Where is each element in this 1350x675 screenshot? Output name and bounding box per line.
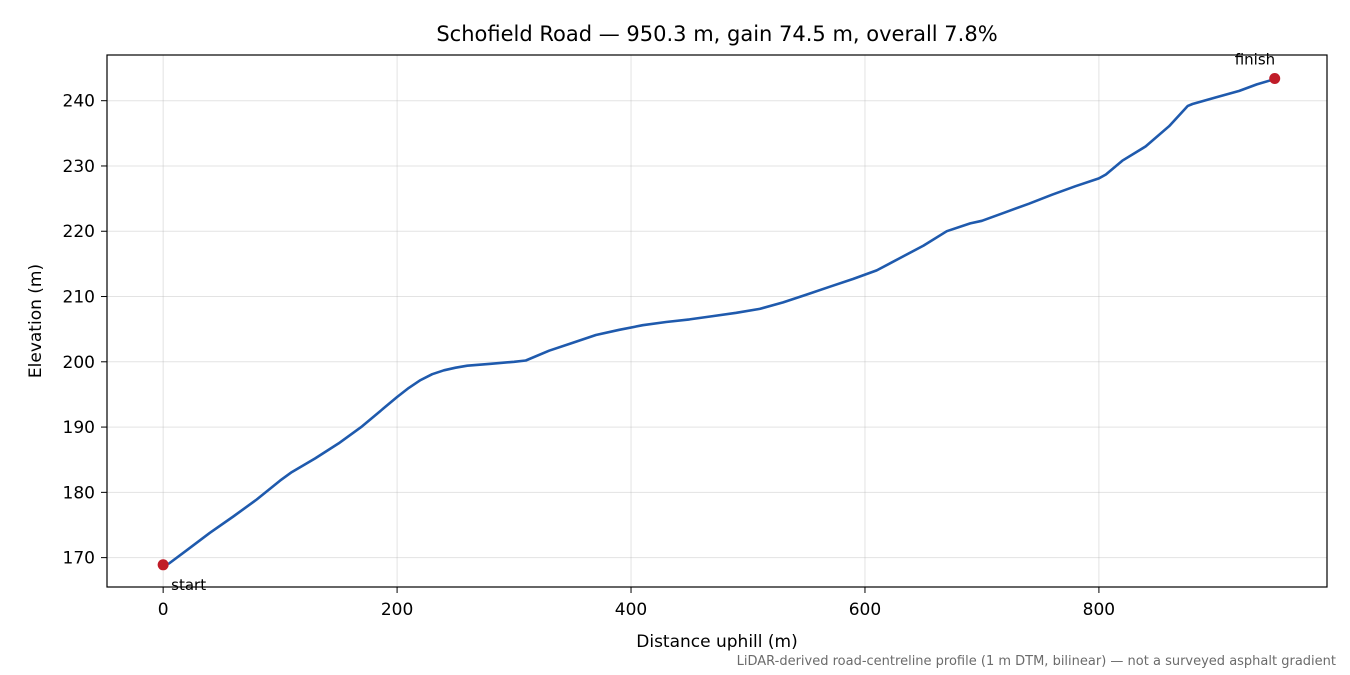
y-tick-label: 210	[63, 288, 95, 308]
chart-title: Schofield Road — 950.3 m, gain 74.5 m, o…	[436, 22, 997, 46]
x-tick-label: 800	[1083, 600, 1115, 620]
plot-area: start finish	[157, 50, 1281, 594]
finish-marker	[1269, 72, 1281, 84]
x-tick-label: 400	[615, 600, 647, 620]
x-tick-label: 600	[849, 600, 881, 620]
axis-ticks: 0 200 400 600 800 170 180 190 200 210 220 230 240	[63, 92, 1116, 620]
y-tick-label: 180	[63, 483, 95, 503]
axes-frame	[106, 54, 1328, 588]
y-tick-label: 240	[63, 92, 95, 112]
x-tick-label: 0	[158, 600, 169, 620]
y-tick-label: 170	[63, 549, 95, 569]
start-marker	[157, 559, 169, 571]
y-tick-label: 220	[63, 222, 95, 242]
y-tick-label: 230	[63, 157, 95, 177]
x-axis-label: Distance uphill (m)	[636, 632, 797, 652]
y-tick-label: 200	[63, 353, 95, 373]
elevation-line	[167, 77, 1276, 565]
y-tick-label: 190	[63, 418, 95, 438]
start-label: start	[171, 576, 206, 594]
x-tick-label: 200	[381, 600, 413, 620]
grid	[107, 55, 1327, 587]
finish-label: finish	[1235, 50, 1275, 68]
chart-footnote: LiDAR-derived road-centreline profile (1…	[737, 654, 1336, 669]
y-axis-label: Elevation (m)	[26, 264, 46, 378]
